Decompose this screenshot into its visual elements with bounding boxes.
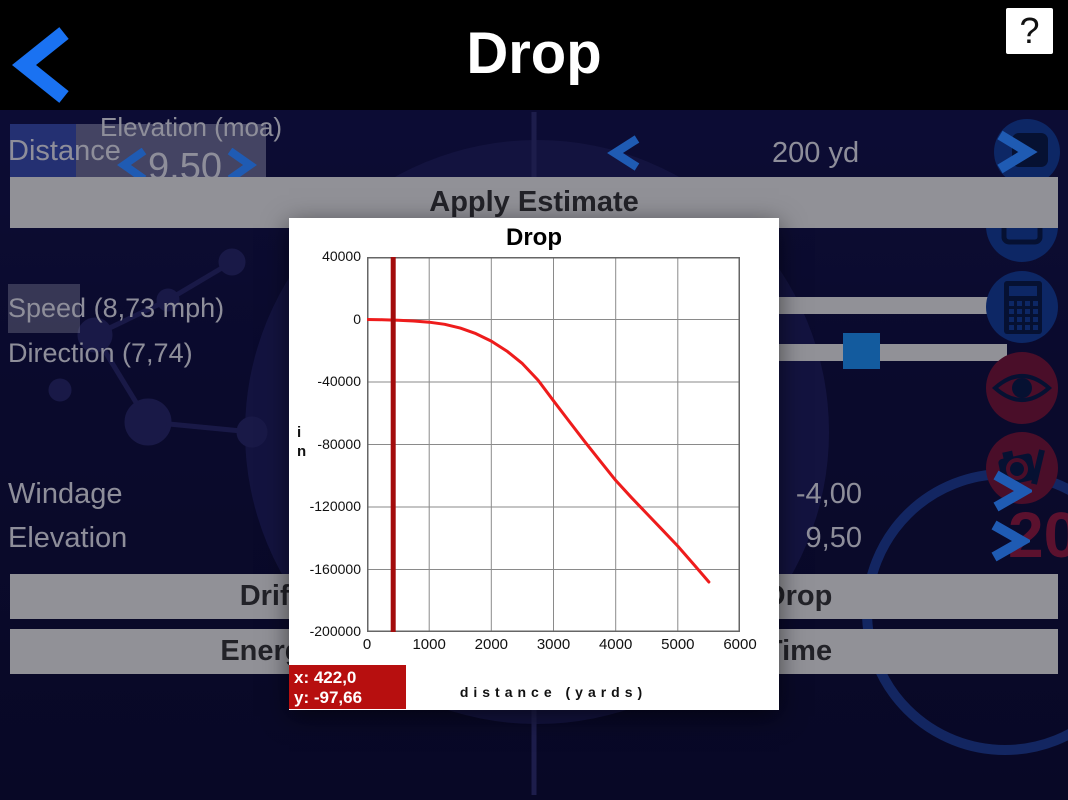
x-tick-label: 0 xyxy=(362,636,372,653)
direction-slider-thumb[interactable] xyxy=(843,333,880,369)
x-axis-label: distance (yards) xyxy=(459,684,648,700)
drop-chart-popup: Drop 40000 0 -40000 -80000 -120000 -160000 -20… xyxy=(289,218,779,710)
distance-value: 200 yd xyxy=(772,137,860,169)
chart-title: Drop xyxy=(506,224,562,251)
y-tick-label: -80000 xyxy=(317,435,361,452)
y-tick-label: -160000 xyxy=(309,560,361,577)
moa-blue-box xyxy=(10,124,76,177)
molecule-decor xyxy=(48,248,268,448)
x-tick-label: 3000 xyxy=(536,636,571,653)
x-tick-label: 4000 xyxy=(598,636,633,653)
speed-panel xyxy=(8,284,80,333)
cursor-readout: x: 422,0 y: -97,66 xyxy=(289,665,406,709)
y-tick-label: -40000 xyxy=(317,373,361,389)
calculator-icon[interactable] xyxy=(986,271,1062,347)
elevation-label: Elevation xyxy=(8,522,128,554)
next-screen-icon[interactable] xyxy=(992,117,1068,187)
moa-increment-icon[interactable] xyxy=(226,148,258,182)
x-tick-label: 5000 xyxy=(661,636,695,653)
distance-label: Distance xyxy=(8,135,121,167)
y-axis-label: in xyxy=(297,424,307,460)
cursor-readout-x: x: 422,0 xyxy=(294,668,357,687)
x-tick-label: 6000 xyxy=(723,636,757,653)
y-tick-label: -200000 xyxy=(309,623,361,639)
elevation-moa-label: Elevation (moa) xyxy=(100,112,283,142)
drop-chart-plot[interactable] xyxy=(367,257,740,632)
moa-decrement-icon[interactable] xyxy=(116,148,148,182)
y-tick-label: 0 xyxy=(353,310,361,327)
eye-icon[interactable] xyxy=(986,352,1062,428)
back-chevron-icon xyxy=(11,27,69,103)
page-title: Drop xyxy=(466,21,602,86)
cursor-readout-y: y: -97,66 xyxy=(294,688,363,707)
windage-value: -4,00 xyxy=(795,478,862,510)
elevation-next-icon[interactable] xyxy=(988,520,1030,562)
distance-decrement-icon[interactable] xyxy=(606,135,642,171)
back-button[interactable] xyxy=(8,25,78,105)
elevation-value: 9,50 xyxy=(805,522,862,554)
windage-label: Windage xyxy=(8,478,123,510)
y-tick-label: -120000 xyxy=(309,498,361,514)
title-bar: Drop ? xyxy=(0,0,1068,110)
speed-label: Speed (8,73 mph) xyxy=(8,293,225,323)
windage-next-icon[interactable] xyxy=(990,470,1032,512)
x-tick-label: 2000 xyxy=(474,636,509,653)
help-icon: ? xyxy=(1019,10,1040,51)
y-tick-label: 40000 xyxy=(322,248,361,264)
help-button[interactable]: ? xyxy=(1006,8,1053,54)
x-tick-label: 1000 xyxy=(412,636,446,653)
direction-label: Direction (7,74) xyxy=(8,338,193,368)
